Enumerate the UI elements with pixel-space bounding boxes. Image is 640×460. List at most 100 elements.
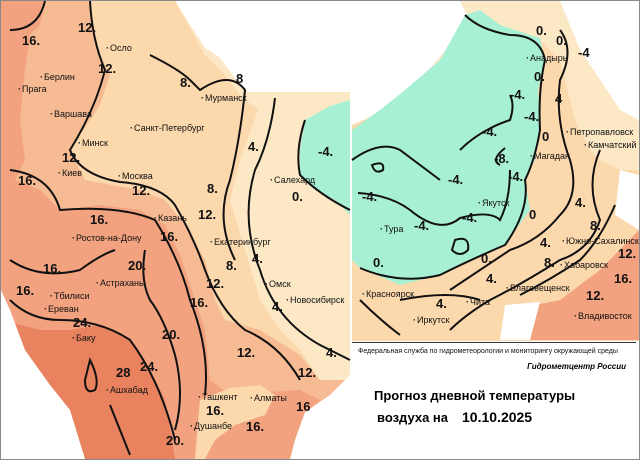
- isotherm-label: 12.: [62, 150, 81, 165]
- isotherm-label: 12.: [237, 345, 256, 360]
- pacific-white: [560, 1, 639, 120]
- isotherm-label: -4.: [318, 144, 334, 159]
- forecast-date: 10.10.2025: [462, 409, 533, 425]
- isotherm-label: 8.: [590, 218, 601, 233]
- city-label: Благовещенск: [506, 283, 570, 293]
- zone-0-4: [175, 1, 350, 380]
- isotherm-label: 4.: [248, 139, 259, 154]
- isotherm-label: 4.: [575, 195, 586, 210]
- isotherm-label: 20.: [128, 258, 147, 273]
- isotherm-label: 0.: [481, 251, 492, 266]
- agency-name: Федеральная служба по гидрометеорологии …: [358, 348, 618, 355]
- isotherm-label: 4.: [540, 235, 551, 250]
- city-label: Киев: [58, 168, 82, 178]
- isotherm-label: 12.: [78, 20, 97, 35]
- arctic-white: [175, 1, 350, 92]
- city-label: Баку: [72, 333, 95, 343]
- isotherm-label: 8.: [226, 258, 237, 273]
- isotherm-label: 0.: [373, 255, 384, 270]
- city-label: Осло: [106, 43, 132, 53]
- city-label: Петропавловск: [566, 127, 633, 137]
- city-label: Минск: [78, 138, 108, 148]
- nodata-southeast: [290, 375, 350, 459]
- isotherm-label: 8.: [544, 255, 555, 270]
- isotherm-label: -4.: [510, 87, 526, 102]
- city-label: Камчатский: [584, 140, 636, 150]
- isotherm-label: 8: [236, 71, 244, 86]
- pacific-white-2: [615, 170, 639, 230]
- isotherm-label: 4.: [252, 251, 263, 266]
- city-label: Ереван: [44, 304, 79, 314]
- city-label: Санкт-Петербург: [130, 123, 205, 133]
- city-label: Ташкент: [198, 392, 237, 402]
- tashkent-pocket: [195, 385, 275, 459]
- city-label: Казань: [154, 213, 187, 223]
- isotherm-label: 0.: [534, 69, 545, 84]
- isotherm-label: 12.: [586, 288, 605, 303]
- isotherm-label: -4: [578, 45, 590, 60]
- city-label: Астрахань: [96, 278, 144, 288]
- isotherm-label: 0: [542, 129, 550, 144]
- isotherm-label: 12.: [198, 207, 217, 222]
- isotherm-label: 16.: [90, 212, 109, 227]
- isotherm-label: 16.: [206, 403, 225, 418]
- map-title-line1: Прогноз дневной температуры: [374, 388, 576, 403]
- isotherm-label: 16.: [16, 283, 35, 298]
- isotherm-label: 8.: [207, 181, 218, 196]
- isotherm-label: 28: [116, 365, 131, 380]
- city-label: Душанбе: [190, 421, 232, 431]
- city-label: Алматы: [250, 393, 287, 403]
- city-label: Чита: [466, 297, 490, 307]
- isotherm-label: 16.: [160, 229, 179, 244]
- isotherm-label: 12.: [132, 183, 151, 198]
- isotherm-label: 20.: [162, 327, 181, 342]
- city-label: Москва: [118, 171, 153, 181]
- isotherm-label: 12.: [98, 61, 117, 76]
- city-label: Берлин: [40, 72, 75, 82]
- isotherm-label: 16.: [614, 271, 633, 286]
- isotherm-label: 24.: [73, 315, 92, 330]
- isotherm-label: 24.: [140, 359, 159, 374]
- city-label: Тбилиси: [50, 291, 90, 301]
- isotherm-label: -4.: [524, 109, 540, 124]
- city-label: Варшава: [50, 109, 92, 119]
- right-map-panel: [351, 1, 639, 341]
- city-label: Новосибирск: [286, 295, 344, 305]
- isotherm-label: 0: [529, 207, 537, 222]
- center-name: Гидрометцентр России: [527, 362, 626, 371]
- isotherm-label: 4.: [486, 271, 497, 286]
- city-label: Салехард: [270, 175, 315, 185]
- isotherm-label: 0.: [292, 189, 303, 204]
- city-label: Екатеринбург: [210, 237, 271, 247]
- isotherm-label: -4.: [508, 169, 524, 184]
- city-label: Тура: [380, 224, 403, 234]
- isotherm-label: 4.: [272, 299, 283, 314]
- city-label: Иркутск: [413, 315, 449, 325]
- city-label: Якутск: [478, 198, 510, 208]
- city-label: Магадан: [530, 151, 570, 161]
- nodata-southwest: [1, 290, 85, 459]
- isotherm-label: 16: [296, 399, 311, 414]
- arctic-white: [352, 1, 470, 125]
- city-label: Ростов-на-Дону: [72, 233, 142, 243]
- isotherm-label: -4.: [414, 218, 430, 233]
- isotherm-label: 16.: [190, 295, 209, 310]
- map-title-line2: воздуха на 10.10.2025: [377, 409, 532, 426]
- city-label: Красноярск: [362, 289, 414, 299]
- isotherm-label: 20.: [166, 433, 185, 448]
- isotherm-label: 0.: [556, 33, 567, 48]
- isotherm-label: -4.: [362, 189, 378, 204]
- city-label: Анадырь: [526, 53, 567, 63]
- isotherm-label: 12.: [206, 276, 225, 291]
- isotherm-label: -4.: [482, 124, 498, 139]
- title-box: Федеральная служба по гидрометеорологии …: [352, 342, 636, 457]
- isotherm-label: -8.: [494, 151, 510, 166]
- isotherm-label: 4.: [436, 296, 447, 311]
- city-label: Хабаровск: [560, 260, 608, 270]
- title-prefix: воздуха на: [377, 410, 449, 425]
- isotherm-label: -4.: [448, 172, 464, 187]
- city-label: Владивосток: [574, 311, 632, 321]
- zone-below-0: [352, 10, 545, 285]
- isotherm-label: 4.: [326, 345, 337, 360]
